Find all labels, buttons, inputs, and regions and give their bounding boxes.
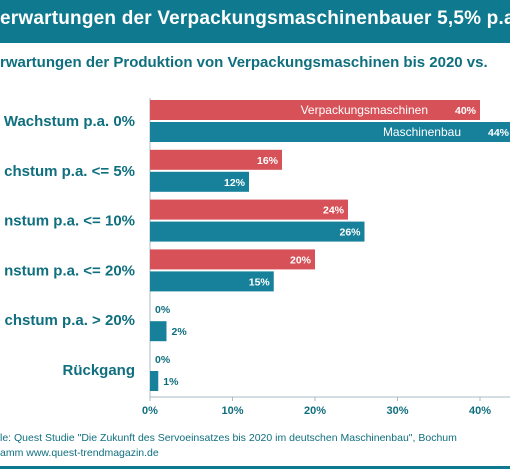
bar bbox=[150, 371, 159, 391]
data-label: 26% bbox=[339, 227, 361, 239]
category-label: Rückgang bbox=[62, 362, 135, 379]
data-label: 0% bbox=[155, 304, 171, 316]
data-label: 15% bbox=[249, 276, 271, 288]
data-label: 44% bbox=[488, 127, 510, 139]
category-label: nstum p.a. <= 20% bbox=[4, 262, 135, 279]
bar bbox=[150, 122, 510, 142]
x-tick-label: 30% bbox=[386, 405, 408, 417]
bar-chart: 0% 10% 20% 30% 40% Wachstum p.a. 0% 40% Verpack… bbox=[4, 98, 510, 417]
category-label: chstum p.a. <= 5% bbox=[4, 163, 135, 180]
data-label: 24% bbox=[323, 205, 345, 217]
source-website: amm www.quest-trendmagazin.de bbox=[0, 447, 159, 459]
category-label: nstum p.a. <= 10% bbox=[4, 213, 135, 230]
bar bbox=[150, 100, 480, 120]
bar bbox=[150, 271, 274, 292]
data-label: 2% bbox=[172, 326, 188, 338]
legend-label: Maschinenbau bbox=[383, 125, 461, 139]
data-label: 0% bbox=[155, 354, 171, 366]
data-label: 20% bbox=[290, 254, 312, 266]
x-tick-label: 40% bbox=[469, 405, 491, 417]
title-bar: erwartungen der Verpackungsmaschinenbaue… bbox=[0, 0, 510, 43]
bar bbox=[150, 321, 167, 342]
category-label: chstum p.a. > 20% bbox=[5, 312, 135, 329]
data-label: 16% bbox=[257, 155, 279, 167]
bar bbox=[150, 149, 282, 170]
chart-title: erwartungen der Verpackungsmaschinenbaue… bbox=[0, 8, 510, 29]
x-tick-label: 0% bbox=[142, 405, 158, 417]
bar bbox=[150, 199, 348, 220]
data-label: 40% bbox=[455, 105, 477, 117]
data-label: 12% bbox=[224, 177, 246, 189]
data-label: 1% bbox=[163, 376, 179, 388]
source-note: le: Quest Studie "Die Zukunft des Servoe… bbox=[0, 432, 457, 444]
bar bbox=[150, 249, 315, 270]
bar bbox=[150, 171, 249, 192]
category-label: Wachstum p.a. 0% bbox=[4, 113, 135, 130]
x-tick-label: 20% bbox=[304, 405, 326, 417]
bar bbox=[150, 221, 365, 242]
x-tick-label: 10% bbox=[221, 405, 243, 417]
legend-label: Verpackungsmaschinen bbox=[301, 103, 428, 117]
chart-subtitle: rwartungen der Produktion von Verpackung… bbox=[0, 54, 488, 71]
bottom-rule bbox=[0, 466, 510, 469]
